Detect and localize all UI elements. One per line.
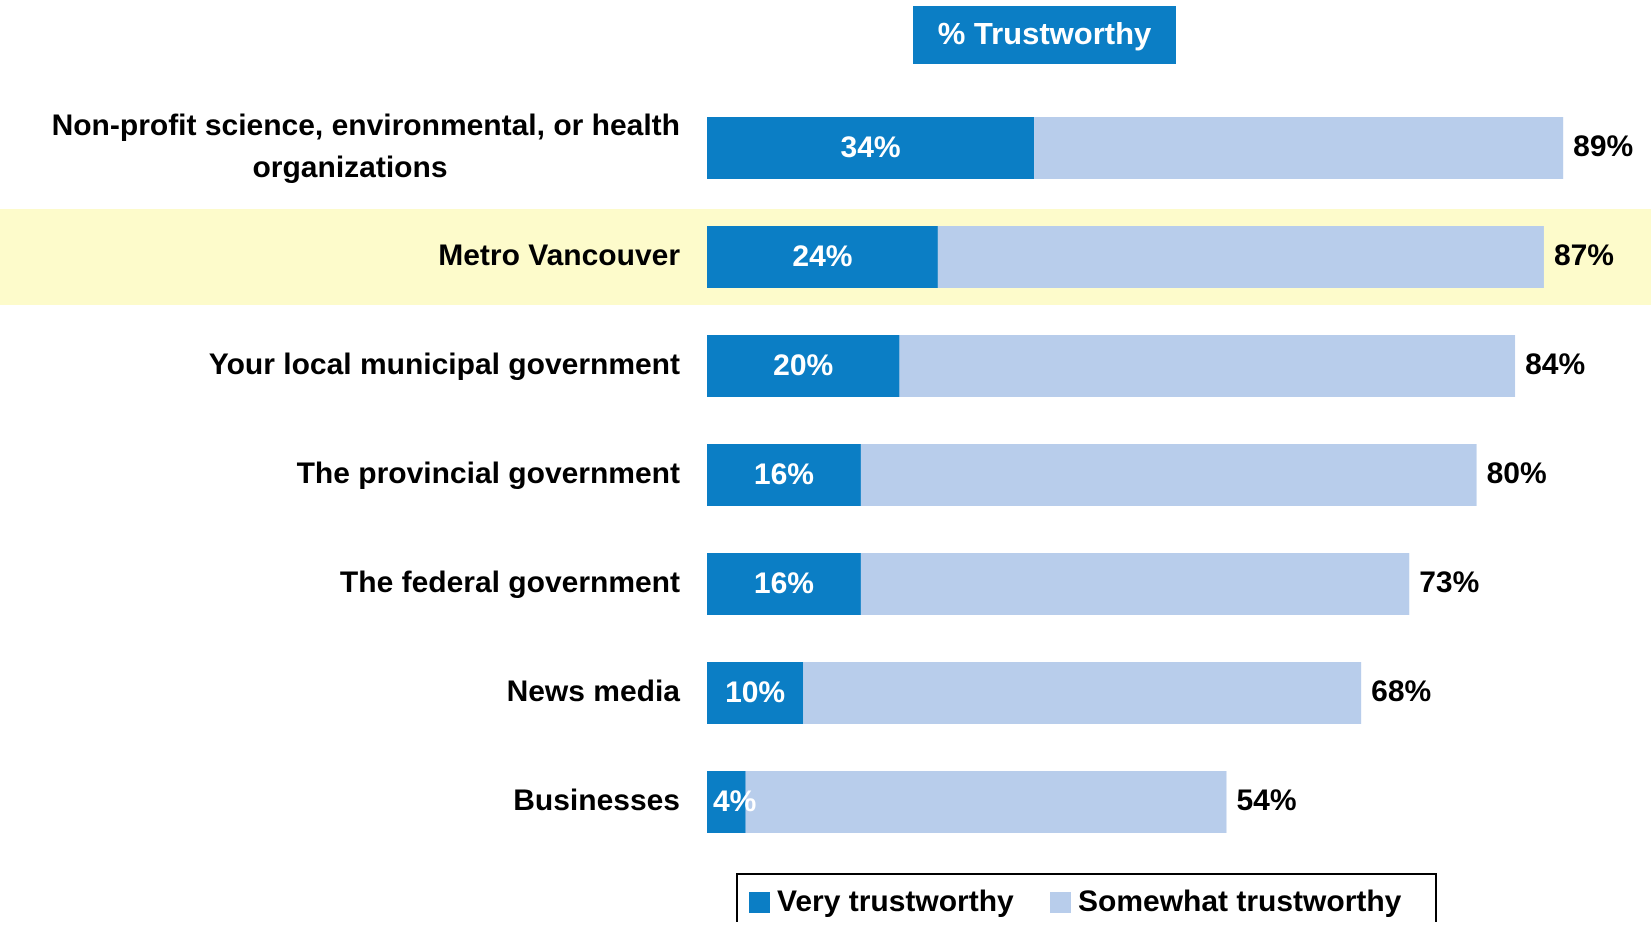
header-box <box>913 6 1176 64</box>
bar-very-trustworthy <box>707 553 861 615</box>
total-label: 87% <box>1554 239 1614 272</box>
legend-label-somewhat: Somewhat trustworthy <box>1078 885 1402 918</box>
total-label: 80% <box>1487 457 1547 490</box>
category-label: The provincial government <box>297 457 680 490</box>
category-label: Metro Vancouver <box>438 239 680 272</box>
data-label-very: 4% <box>713 785 756 818</box>
legend-swatch-very <box>749 892 770 913</box>
bar-very-trustworthy <box>707 444 861 506</box>
bar-somewhat-trustworthy <box>745 771 1227 833</box>
data-label-very: 16% <box>754 567 814 600</box>
bar-very-trustworthy <box>707 771 746 833</box>
legend-label-very: Very trustworthy <box>777 885 1014 918</box>
category-label: Businesses <box>513 784 680 817</box>
bar-very-trustworthy <box>707 226 938 288</box>
category-label: News media <box>507 675 681 708</box>
bar-somewhat-trustworthy <box>860 553 1410 615</box>
total-label: 68% <box>1371 675 1431 708</box>
data-label-very: 20% <box>773 349 833 382</box>
legend-swatch-somewhat <box>1050 892 1071 913</box>
total-label: 84% <box>1525 348 1585 381</box>
category-label: Non-profit science, environmental, or he… <box>52 109 680 142</box>
data-label-very: 34% <box>841 131 901 164</box>
category-label: Your local municipal government <box>209 348 680 381</box>
bar-very-trustworthy <box>707 335 900 397</box>
data-label-very: 16% <box>754 458 814 491</box>
category-label: organizations <box>252 151 447 184</box>
legend-box <box>736 873 1437 927</box>
data-label-very: 24% <box>792 240 852 273</box>
bar-somewhat-trustworthy <box>803 662 1362 724</box>
data-label-very: 10% <box>725 676 785 709</box>
bar-somewhat-trustworthy <box>937 226 1544 288</box>
total-label: 89% <box>1573 130 1633 163</box>
category-label: The federal government <box>340 566 680 599</box>
total-label: 54% <box>1236 784 1296 817</box>
bar-somewhat-trustworthy <box>899 335 1516 397</box>
total-label: 73% <box>1419 566 1479 599</box>
header-label: % Trustworthy <box>938 16 1152 51</box>
bar-somewhat-trustworthy <box>860 444 1477 506</box>
bar-somewhat-trustworthy <box>1034 117 1564 179</box>
bar-very-trustworthy <box>707 662 804 724</box>
bar-very-trustworthy <box>707 117 1035 179</box>
